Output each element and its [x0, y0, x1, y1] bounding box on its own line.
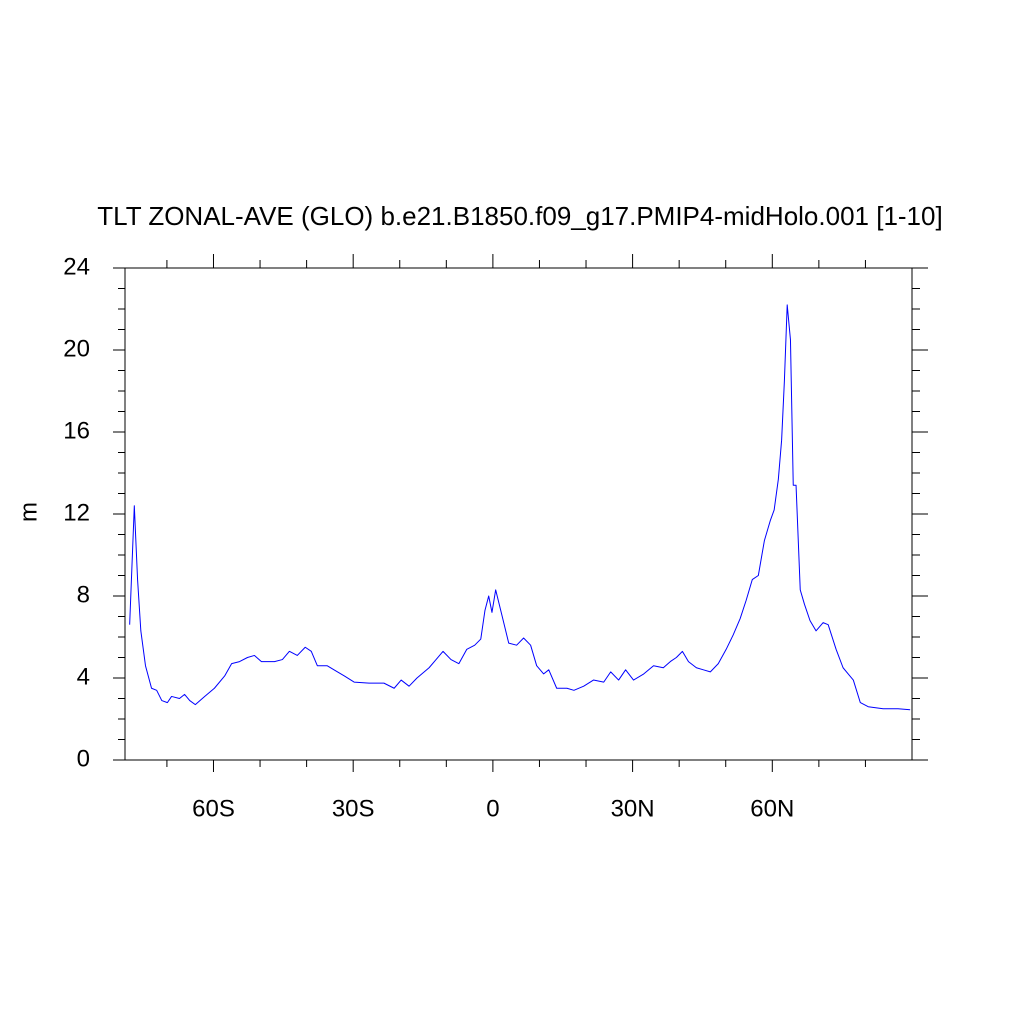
data-line — [129, 304, 911, 711]
y-tick-label: 8 — [77, 581, 90, 608]
y-tick-label: 4 — [77, 663, 90, 690]
y-axis-label: m — [15, 502, 42, 522]
y-tick-label: 24 — [63, 253, 90, 280]
y-tick-label: 16 — [63, 417, 90, 444]
y-tick-label: 12 — [63, 499, 90, 526]
x-tick-label: 30N — [611, 795, 655, 822]
x-tick-label: 30S — [332, 795, 375, 822]
x-tick-label: 60N — [750, 795, 794, 822]
x-tick-label: 0 — [486, 795, 499, 822]
x-tick-label: 60S — [192, 795, 235, 822]
y-tick-label: 20 — [63, 335, 90, 362]
y-tick-label: 0 — [77, 745, 90, 772]
chart-title: TLT ZONAL-AVE (GLO) b.e21.B1850.f09_g17.… — [97, 201, 942, 231]
